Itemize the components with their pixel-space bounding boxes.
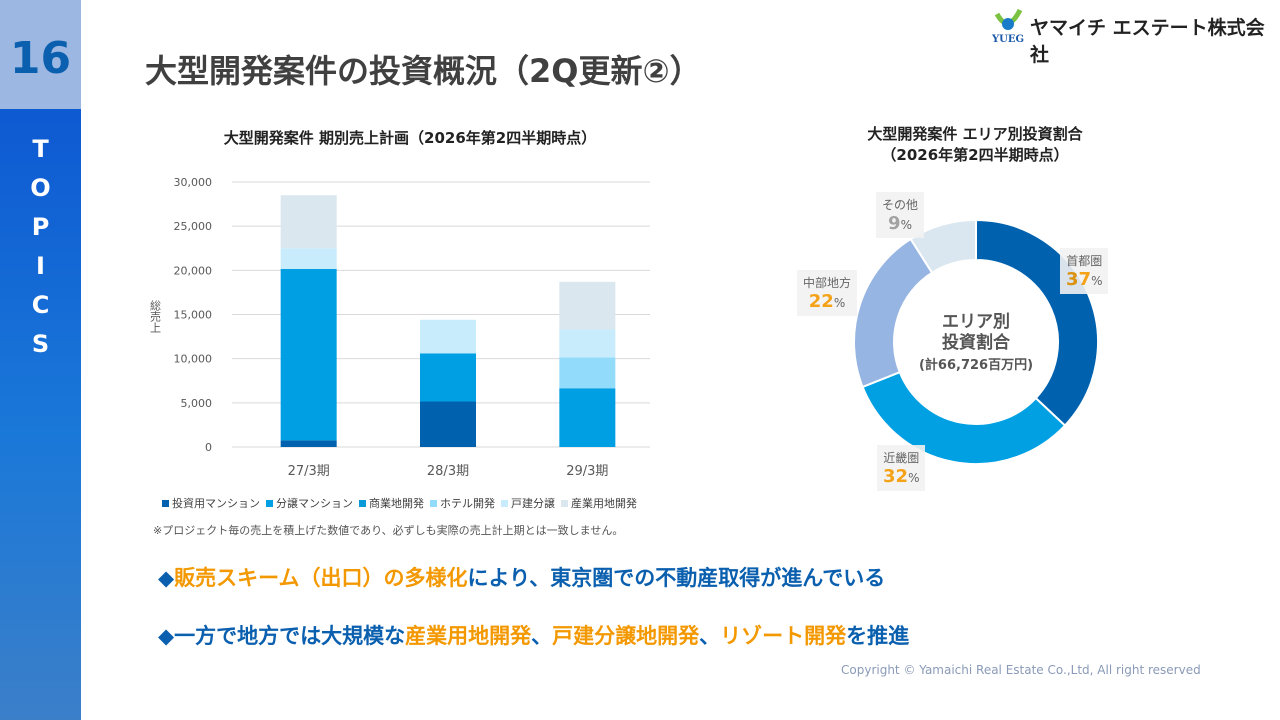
y-tick-label: 25,000 bbox=[174, 220, 213, 233]
message-2: ◆一方で地方では大規模な産業用地開発、戸建分譲地開発、リゾート開発を推進 bbox=[158, 620, 909, 650]
slice-label: その他 9% bbox=[876, 192, 925, 238]
legend-swatch bbox=[561, 500, 568, 507]
legend-swatch bbox=[162, 500, 169, 507]
bar-segment bbox=[420, 353, 476, 402]
bar-chart: 0 5,000 10,000 15,000 20,000 25,000 30,000 総売上 2… bbox=[149, 176, 650, 479]
message-segment: ◆ bbox=[158, 566, 175, 590]
y-tick-label: 30,000 bbox=[174, 176, 213, 189]
y-tick-label: 20,000 bbox=[174, 264, 213, 277]
legend-item: 分譲マンション bbox=[266, 495, 353, 511]
slice-label: 近畿圏 32% bbox=[877, 445, 926, 491]
y-tick-label: 10,000 bbox=[174, 353, 213, 366]
slice-label: 首都圏 37% bbox=[1060, 248, 1109, 294]
section-letter: I bbox=[36, 252, 45, 280]
section-letter: P bbox=[31, 213, 50, 241]
logo-mark-icon bbox=[994, 8, 1023, 30]
sidebar bbox=[0, 0, 81, 720]
center-label-line: エリア別 bbox=[942, 312, 1010, 332]
legend-item: 投資用マンション bbox=[162, 495, 260, 511]
bar-segment bbox=[420, 319, 476, 354]
section-letter: S bbox=[31, 330, 50, 358]
donut-title: 大型開発案件 エリア別投資割合 bbox=[867, 125, 1083, 143]
x-tick-label: 28/3期 bbox=[427, 464, 469, 479]
bar-segment bbox=[559, 357, 616, 389]
bar-segment bbox=[420, 401, 476, 447]
bar-segment bbox=[280, 440, 337, 447]
donut-center-label: エリア別 投資割合 (計66,726百万円) bbox=[896, 312, 1056, 373]
legend-swatch bbox=[501, 500, 508, 507]
center-label-line: 投資割合 bbox=[942, 333, 1010, 353]
copyright: Copyright © Yamaichi Real Estate Co.,Ltd… bbox=[841, 663, 1201, 677]
legend-label: 商業地開発 bbox=[369, 497, 424, 510]
donut-slice bbox=[861, 370, 1067, 465]
logo-mark: YUEG bbox=[992, 8, 1024, 45]
message-1: ◆販売スキーム（出口）の多様化により、東京圏での不動産取得が進んでいる bbox=[158, 562, 885, 592]
legend-item: 商業地開発 bbox=[359, 495, 424, 511]
legend-label: 産業用地開発 bbox=[571, 497, 637, 510]
bar-segment bbox=[559, 388, 616, 447]
x-tick-label: 27/3期 bbox=[288, 464, 330, 479]
bar-segment bbox=[280, 195, 337, 249]
donut-subtitle: （2026年第2四半期時点） bbox=[881, 146, 1069, 164]
legend-label: 戸建分譲 bbox=[511, 497, 555, 510]
page-number: 16 bbox=[0, 0, 81, 109]
bar-segment bbox=[559, 281, 616, 330]
message-segment: 産業用地開発 bbox=[405, 624, 532, 648]
bar-segment bbox=[280, 248, 337, 270]
bar-segment bbox=[559, 329, 616, 358]
message-segment: 販売スキーム（出口）の多様化 bbox=[174, 566, 468, 590]
message-segment: リゾート開発 bbox=[720, 624, 847, 648]
page-title: 大型開発案件の投資概況（2Q更新②） bbox=[145, 52, 702, 90]
bar-legend: 投資用マンション 分譲マンション 商業地開発 ホテル開発 戸建分譲 産業用地開発 bbox=[162, 495, 637, 511]
y-axis-label: 総売上 bbox=[149, 299, 162, 333]
legend-item: 戸建分譲 bbox=[501, 495, 555, 511]
y-tick-label: 0 bbox=[205, 441, 212, 454]
bar-chart-title: 大型開発案件 期別売上計画（2026年第2四半期時点） bbox=[223, 129, 597, 147]
legend-swatch bbox=[359, 500, 366, 507]
chart-note: ※プロジェクト毎の売上を積上げた数値であり、必ずしも実際の売上計上期とは一致しま… bbox=[153, 524, 624, 537]
legend-swatch bbox=[266, 500, 273, 507]
section-letter: T bbox=[32, 135, 49, 163]
logo-mark-text: YUEG bbox=[991, 34, 1025, 45]
legend-swatch bbox=[430, 500, 437, 507]
donut-chart-title: 大型開発案件 エリア別投資割合 （2026年第2四半期時点） bbox=[800, 124, 1150, 166]
center-total: (計66,726百万円) bbox=[918, 358, 1034, 373]
message-segment: により、東京圏での不動産取得が進んでいる bbox=[467, 566, 886, 590]
message-segment: ◆一方で地方では大規模な bbox=[158, 624, 406, 648]
section-letter: C bbox=[31, 291, 50, 319]
y-tick-label: 5,000 bbox=[181, 397, 213, 410]
x-tick-label: 29/3期 bbox=[566, 464, 608, 479]
legend-label: 分譲マンション bbox=[276, 497, 353, 510]
bar-segment bbox=[280, 269, 337, 441]
message-segment: 、 bbox=[699, 624, 721, 648]
section-letter: O bbox=[30, 174, 51, 202]
donut-slice bbox=[909, 218, 977, 275]
message-segment: 、 bbox=[531, 624, 553, 648]
legend-item: 産業用地開発 bbox=[561, 495, 637, 511]
company-logo: YUEG ヤマイチ エステート株式会社 bbox=[992, 8, 1280, 67]
slice-label: 中部地方 22% bbox=[797, 270, 858, 316]
legend-item: ホテル開発 bbox=[430, 495, 495, 511]
legend-label: ホテル開発 bbox=[440, 497, 495, 510]
company-name: ヤマイチ エステート株式会社 bbox=[1030, 17, 1265, 66]
message-segment: を推進 bbox=[846, 624, 910, 648]
legend-label: 投資用マンション bbox=[172, 497, 260, 510]
message-segment: 戸建分譲地開発 bbox=[552, 624, 700, 648]
y-tick-label: 15,000 bbox=[174, 309, 213, 322]
